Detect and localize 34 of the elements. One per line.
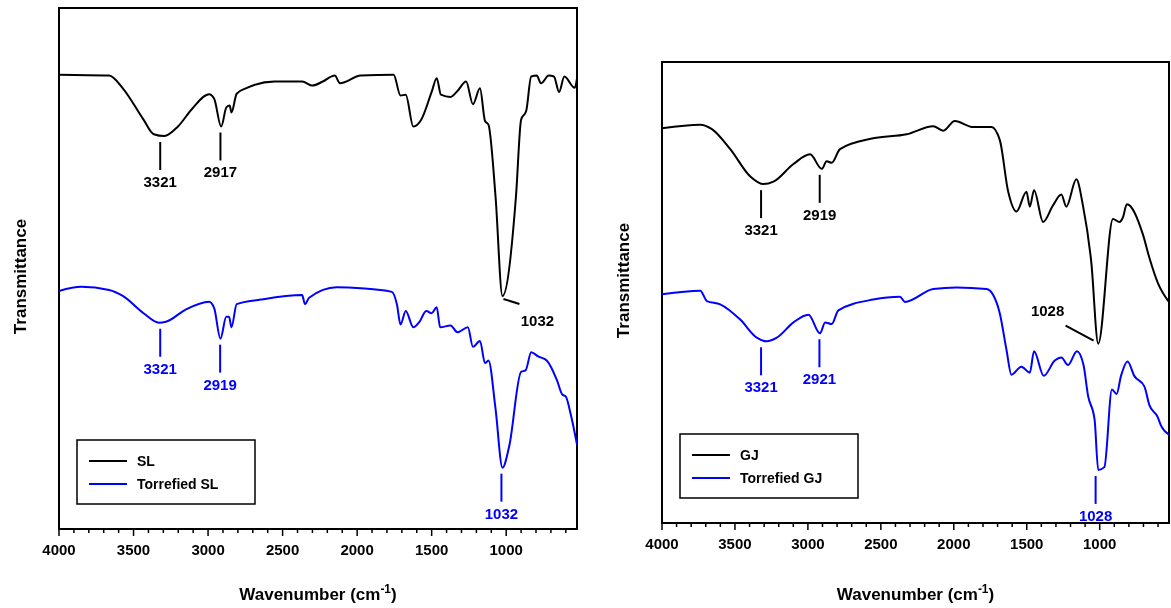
annotation: 3321 [744,378,778,396]
x-axis-title: Wavenumber (cm$^{-1}$) [836,582,995,604]
annotation: 1032 [520,311,555,329]
x-tick-label: 2500 [864,535,898,552]
x-tick-label: 1000 [489,541,523,558]
x-tick-label: 3500 [116,541,151,558]
annotation: 2919 [803,205,837,223]
annotation: 1032 [484,504,519,522]
legend-label: Torrefied SL [137,476,219,492]
legend-label: Torrefied GJ [740,470,823,486]
x-tick-label: 3000 [191,541,225,558]
x-tick-label: 3000 [791,535,825,552]
annotation: 2919 [203,375,237,393]
x-tick-label: 1500 [414,541,449,558]
annotation: 1028 [1078,506,1113,524]
annotation: 1028 [1030,301,1065,319]
x-axis-title: Wavenumber (cm$^{-1}$) [239,582,397,604]
x-tick-label: 2000 [937,535,971,552]
x-tick-label: 4000 [42,541,76,558]
legend-label: SL [137,453,156,469]
y-axis-title: Transmittance [11,218,30,335]
x-tick-label: 2500 [265,541,300,558]
legend-label: GJ [740,447,759,463]
x-tick-label: 4000 [645,535,679,552]
annotation: 2917 [203,163,238,181]
annotation: 2921 [802,370,837,388]
x-tick-label: 1500 [1010,535,1044,552]
annotation: 3321 [143,173,177,191]
x-tick-label: 2000 [340,541,374,558]
y-axis-title: Transmittance [614,222,633,339]
x-tick-label: 1000 [1083,535,1117,552]
annotation: 3321 [143,359,177,377]
annotation: 3321 [744,221,778,239]
x-tick-label: 3500 [718,535,752,552]
